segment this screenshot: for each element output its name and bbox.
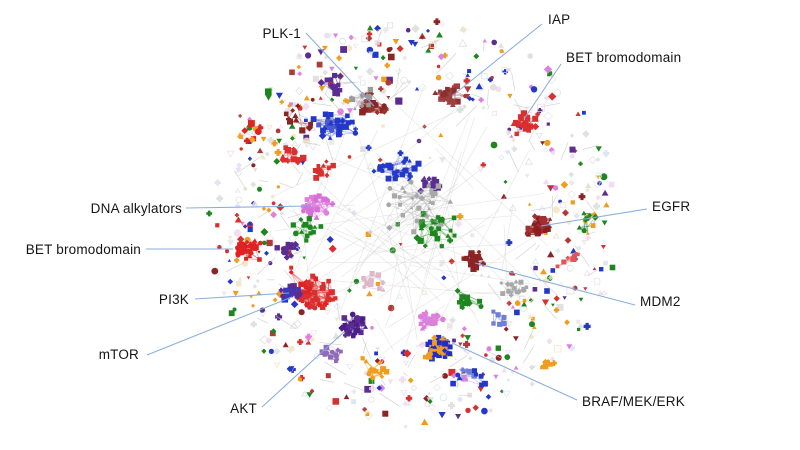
- callout-label-pi3k: PI3K: [158, 292, 189, 307]
- callout-label-braf-mek-erk: BRAF/MEK/ERK: [582, 394, 685, 409]
- callout-label-iap: IAP: [548, 12, 571, 27]
- callout-label-akt: AKT: [230, 401, 257, 416]
- callout-label-plk-1: PLK-1: [262, 26, 301, 41]
- callout-label-mtor: mTOR: [98, 347, 139, 362]
- callout-label-egfr: EGFR: [652, 199, 691, 214]
- callout-label-mdm2: MDM2: [640, 294, 681, 309]
- callout-label-dna-alkylators: DNA alkylators: [90, 201, 182, 216]
- callout-label-bet-bromodomain-left: BET bromodomain: [25, 242, 141, 257]
- callout-label-bet-bromodomain-top: BET bromodomain: [566, 50, 682, 65]
